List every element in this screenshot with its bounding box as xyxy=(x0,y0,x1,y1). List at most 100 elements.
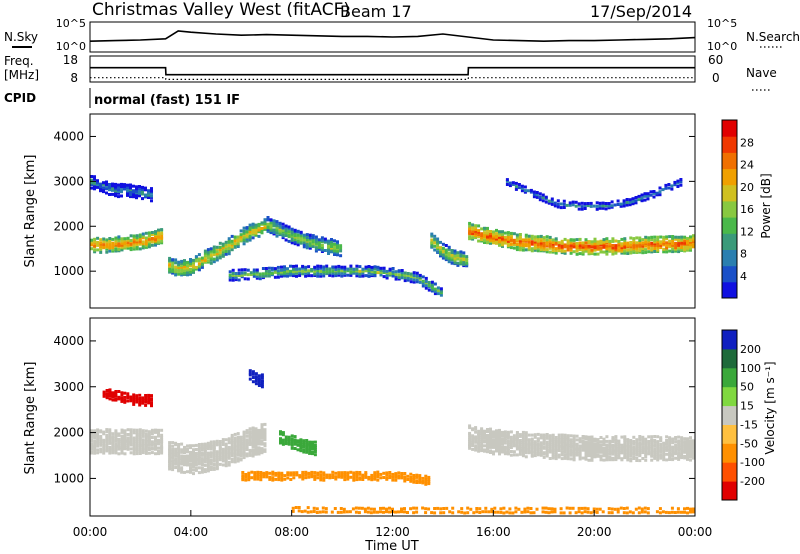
range-cell xyxy=(647,236,651,240)
range-cell xyxy=(439,289,443,293)
range-cell xyxy=(524,244,528,248)
range-cell xyxy=(123,244,127,248)
range-cell xyxy=(310,470,314,474)
range-cell xyxy=(180,448,184,452)
range-cell xyxy=(171,271,175,275)
range-cell xyxy=(480,435,484,439)
range-cell xyxy=(126,187,129,191)
range-cell xyxy=(427,475,431,479)
range-cell xyxy=(538,198,542,202)
range-cell xyxy=(489,427,492,431)
range-cell xyxy=(388,474,392,478)
range-cell xyxy=(325,264,329,268)
range-cell xyxy=(653,247,657,250)
range-cell xyxy=(339,507,343,510)
range-cell xyxy=(209,261,213,265)
range-cell xyxy=(539,237,543,240)
range-cell xyxy=(242,242,246,246)
range-cell xyxy=(541,506,545,510)
range-cell xyxy=(274,473,278,477)
range-cell xyxy=(677,235,681,239)
range-cell xyxy=(230,239,234,243)
range-cell xyxy=(560,241,564,245)
range-cell xyxy=(551,453,555,457)
range-cell xyxy=(313,267,317,271)
range-cell xyxy=(141,192,144,196)
range-cell xyxy=(662,243,666,247)
range-cell xyxy=(471,230,475,233)
range-cell xyxy=(598,206,602,210)
range-cell xyxy=(337,269,341,273)
range-cell xyxy=(135,185,138,189)
range-cell xyxy=(93,237,97,241)
range-cell xyxy=(668,441,672,445)
range-cell xyxy=(376,265,380,269)
range-cell xyxy=(680,247,684,251)
x-axis-label: Time UT xyxy=(364,539,418,554)
range-cell xyxy=(578,252,582,256)
range-cell xyxy=(263,227,267,231)
range-cell xyxy=(96,183,99,187)
range-cell xyxy=(93,447,97,451)
range-cell xyxy=(501,243,504,247)
range-cell xyxy=(200,468,204,472)
range-cell xyxy=(117,191,120,195)
range-cell xyxy=(433,234,437,238)
range-cell xyxy=(686,239,689,243)
range-cell xyxy=(677,435,681,439)
range-cell xyxy=(330,238,333,241)
range-cell xyxy=(333,246,336,250)
range-cell xyxy=(602,245,606,249)
range-cell xyxy=(394,274,398,278)
range-cell xyxy=(631,511,635,515)
range-cell xyxy=(548,446,552,450)
range-cell xyxy=(575,243,579,247)
range-cell xyxy=(683,447,687,451)
range-cell xyxy=(218,241,222,245)
range-cell xyxy=(203,463,207,467)
range-cell xyxy=(346,273,350,277)
range-cell xyxy=(99,435,103,438)
range-cell xyxy=(269,231,273,235)
range-cell xyxy=(267,266,271,270)
range-cell xyxy=(536,239,540,243)
range-cell xyxy=(533,238,537,242)
range-cell xyxy=(352,267,356,271)
range-cell xyxy=(557,438,561,442)
range-cell xyxy=(590,240,594,244)
range-cell xyxy=(518,237,522,241)
range-cell xyxy=(656,440,660,444)
range-cell xyxy=(545,440,549,444)
range-cell xyxy=(218,440,222,443)
range-cell xyxy=(138,450,142,454)
range-cell xyxy=(301,475,305,479)
range-cell xyxy=(102,392,106,396)
range-cell xyxy=(275,220,279,224)
range-cell xyxy=(189,262,192,266)
range-cell xyxy=(192,449,195,453)
range-cell xyxy=(251,225,255,229)
range-cell xyxy=(93,240,97,244)
range-cell xyxy=(129,447,133,451)
range-cell xyxy=(635,251,639,254)
range-cell xyxy=(509,443,513,447)
range-cell xyxy=(637,506,641,510)
range-cell xyxy=(254,429,258,432)
range-cell xyxy=(111,247,115,251)
range-cell xyxy=(197,458,201,462)
range-cell xyxy=(480,439,484,443)
range-cell xyxy=(436,240,440,244)
range-cell xyxy=(632,445,636,449)
range-cell xyxy=(468,235,472,239)
range-cell xyxy=(135,394,139,398)
range-cell xyxy=(242,238,246,241)
figure-title: Christmas Valley West (fitACF) xyxy=(92,0,350,20)
range-cell xyxy=(587,451,591,454)
range-cell xyxy=(560,433,564,437)
range-cell xyxy=(421,476,425,480)
range-cell xyxy=(512,442,516,446)
range-cell xyxy=(96,430,100,434)
range-cell xyxy=(628,203,632,207)
range-cell xyxy=(138,445,142,449)
range-cell xyxy=(629,446,633,450)
